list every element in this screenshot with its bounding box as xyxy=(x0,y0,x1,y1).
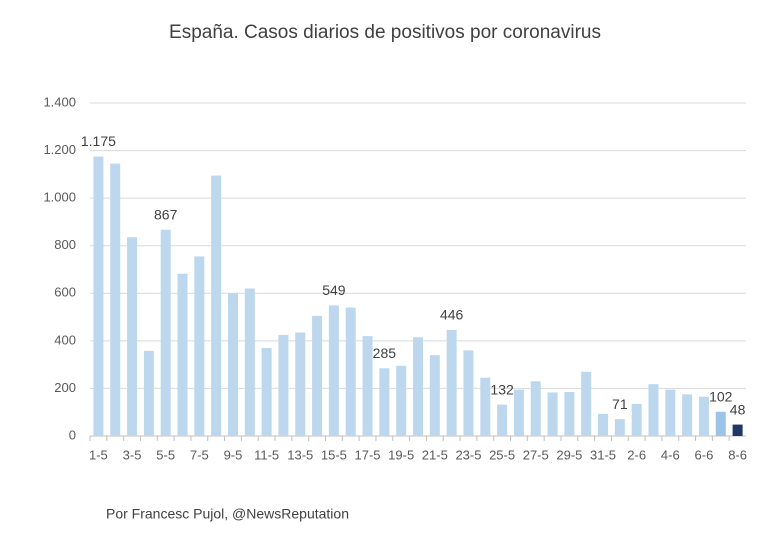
x-tick-label: 29-5 xyxy=(556,447,582,462)
y-tick-label: 400 xyxy=(54,332,76,347)
bar xyxy=(564,391,575,436)
bar xyxy=(614,419,625,436)
x-tick-label: 5-5 xyxy=(156,447,175,462)
bar xyxy=(396,365,407,436)
bar xyxy=(413,337,423,436)
bar xyxy=(211,175,222,436)
data-label: 102 xyxy=(709,388,733,404)
x-tick-label: 2-6 xyxy=(627,447,646,462)
y-tick-label: 800 xyxy=(54,237,76,252)
x-tick-label: 6-6 xyxy=(695,447,714,462)
bar xyxy=(278,334,289,436)
bar xyxy=(379,368,390,436)
bar xyxy=(648,384,659,436)
bar xyxy=(93,156,104,436)
data-label: 132 xyxy=(490,381,514,397)
data-label: 71 xyxy=(612,396,628,412)
y-tick-label: 600 xyxy=(54,285,76,300)
x-tick-label: 4-6 xyxy=(661,447,680,462)
bar xyxy=(446,329,457,436)
x-tick-label: 25-5 xyxy=(489,447,515,462)
bar xyxy=(463,350,474,436)
data-label: 48 xyxy=(730,401,746,417)
bar xyxy=(127,237,138,436)
x-tick-label: 31-5 xyxy=(590,447,616,462)
bar xyxy=(261,347,272,436)
bar xyxy=(530,381,541,436)
x-tick-label: 1-5 xyxy=(89,447,108,462)
y-tick-label: 1.000 xyxy=(43,190,76,205)
bar xyxy=(732,424,743,436)
bar xyxy=(143,350,154,436)
bar xyxy=(429,355,440,436)
data-label: 285 xyxy=(373,345,397,361)
bar xyxy=(312,315,323,436)
bar xyxy=(194,256,205,436)
bar xyxy=(362,336,373,436)
x-tick-label: 15-5 xyxy=(321,447,347,462)
bar xyxy=(547,392,558,436)
x-tick-label: 8-6 xyxy=(728,447,747,462)
x-tick-label: 27-5 xyxy=(523,447,549,462)
x-tick-label: 21-5 xyxy=(422,447,448,462)
bar xyxy=(715,411,726,436)
bar xyxy=(345,307,356,436)
x-tick-label: 17-5 xyxy=(355,447,381,462)
bar xyxy=(328,305,339,436)
data-label: 867 xyxy=(154,206,178,222)
x-tick-label: 7-5 xyxy=(190,447,209,462)
footer: Por Francesc Pujol, @NewsReputation xyxy=(106,506,349,522)
bar xyxy=(581,371,592,436)
bar xyxy=(160,229,171,436)
bar xyxy=(227,293,238,436)
bar xyxy=(480,377,491,436)
bar xyxy=(295,332,306,436)
y-tick-label: 200 xyxy=(54,380,76,395)
y-tick-label: 0 xyxy=(69,427,76,442)
bar xyxy=(177,273,188,436)
data-label: 446 xyxy=(440,307,464,323)
bar xyxy=(513,389,524,436)
x-tick-label: 19-5 xyxy=(388,447,414,462)
bar xyxy=(682,394,693,436)
data-label: 1.175 xyxy=(81,133,116,149)
x-tick-label: 11-5 xyxy=(254,447,279,462)
bar xyxy=(631,403,642,436)
bar xyxy=(244,288,255,436)
bar xyxy=(598,413,609,436)
data-label: 549 xyxy=(322,282,346,298)
x-tick-label: 13-5 xyxy=(287,447,313,462)
chart-title: España. Casos diarios de positivos por c… xyxy=(169,22,601,43)
x-tick-label: 3-5 xyxy=(123,447,142,462)
y-tick-label: 1.200 xyxy=(43,142,76,157)
bar xyxy=(665,389,676,436)
y-tick-label: 1.400 xyxy=(43,94,76,109)
bar xyxy=(698,396,709,436)
bar xyxy=(110,163,121,436)
x-tick-label: 9-5 xyxy=(224,447,243,462)
bar xyxy=(497,404,508,436)
x-tick-label: 23-5 xyxy=(455,447,481,462)
